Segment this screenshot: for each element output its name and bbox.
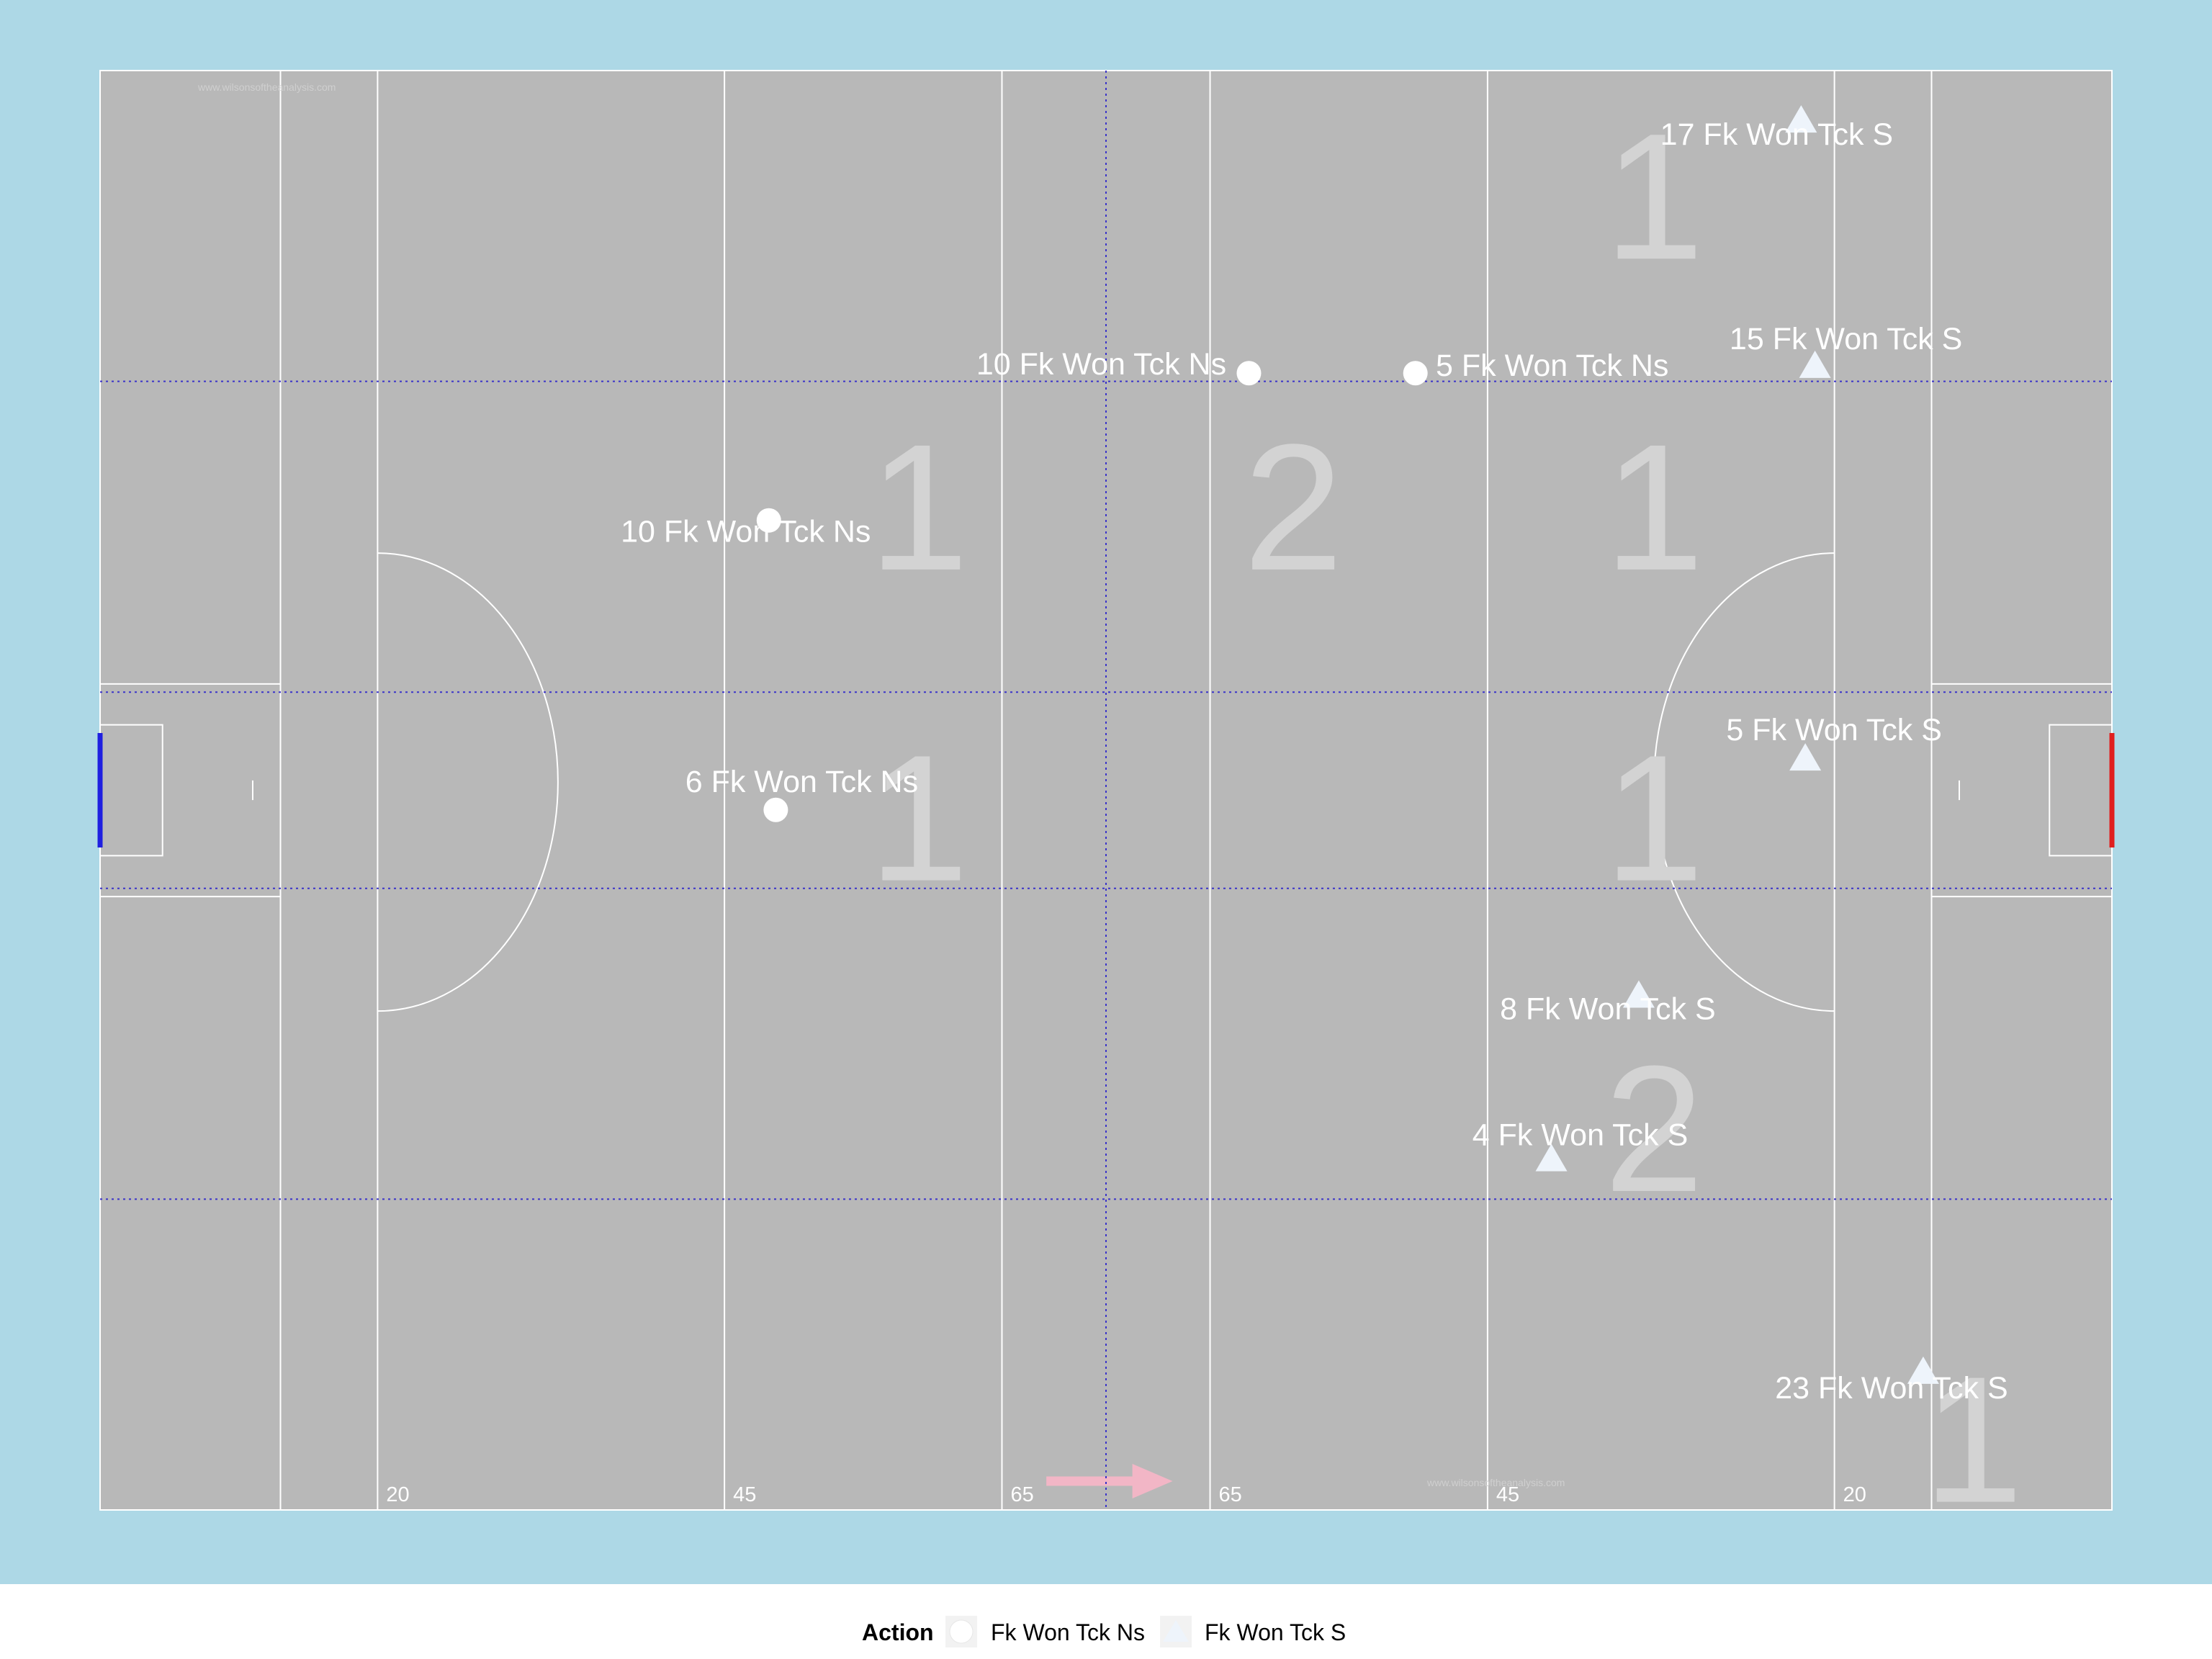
line-label-2: 65	[1010, 1483, 1033, 1506]
point-label-ns-0: 10 Fk Won Tck Ns	[621, 515, 871, 549]
zone-count-7: 1	[1923, 1339, 2023, 1540]
marker-s-2	[1789, 743, 1822, 771]
marker-s-1	[1799, 350, 1831, 378]
marker-ns-0	[756, 508, 781, 533]
marker-s-3	[1622, 980, 1655, 1008]
legend-background	[0, 1584, 2212, 1659]
legend: Action Fk Won Tck Ns Fk Won Tck S	[862, 1616, 1346, 1647]
pitch-line-labels: 20 45 65 65 45 20	[386, 1483, 1866, 1506]
semicircle-left	[377, 552, 558, 1012]
marker-ns-2	[1236, 361, 1262, 386]
semicircle-right	[1654, 552, 1835, 1012]
direction-arrow-head	[1132, 1464, 1173, 1498]
point-label-ns-1: 6 Fk Won Tck Ns	[685, 765, 918, 799]
legend-label-ns: Fk Won Tck Ns	[991, 1619, 1145, 1645]
point-label-ns-3: 5 Fk Won Tck Ns	[1436, 349, 1668, 383]
data-point-labels: 10 Fk Won Tck Ns 6 Fk Won Tck Ns 10 Fk Won…	[621, 117, 2008, 1406]
zone-count-labels: 1 2 1 1 1 1 2 1	[868, 96, 2023, 1539]
marker-ns-3	[1403, 361, 1428, 386]
line-label-3: 65	[1219, 1483, 1242, 1506]
point-label-s-2: 5 Fk Won Tck S	[1726, 713, 1942, 747]
legend-title: Action	[862, 1619, 934, 1645]
pitch-markings	[97, 71, 2115, 1510]
legend-key-s-marker	[1163, 1620, 1189, 1642]
legend-label-s: Fk Won Tck S	[1205, 1619, 1346, 1645]
legend-key-ns-marker	[949, 1619, 974, 1644]
marker-s-0	[1785, 105, 1817, 133]
point-label-s-0: 17 Fk Won Tck S	[1660, 117, 1893, 152]
zone-count-0: 1	[868, 407, 968, 608]
point-label-s-5: 23 Fk Won Tck S	[1775, 1371, 2008, 1406]
zone-count-5: 1	[1604, 717, 1704, 918]
point-label-s-3: 8 Fk Won Tck S	[1500, 992, 1716, 1026]
zone-count-2: 1	[1604, 407, 1704, 608]
zone-count-1: 2	[1244, 407, 1344, 608]
point-label-s-4: 4 Fk Won Tck S	[1473, 1118, 1689, 1153]
zone-divider-lines	[100, 71, 2112, 1510]
pitch-surface	[99, 70, 2113, 1511]
point-label-s-1: 15 Fk Won Tck S	[1730, 322, 1962, 356]
zone-count-4: 1	[868, 717, 968, 918]
line-label-0: 20	[386, 1483, 409, 1506]
marker-s-5	[1907, 1356, 1939, 1384]
marker-ns-1	[763, 797, 788, 822]
zone-count-3: 1	[1604, 96, 1704, 297]
watermark-top: www.wilsonsoftheanalysis.com	[197, 81, 336, 93]
watermark-bottom: www.wilsonsoftheanalysis.com	[1426, 1477, 1565, 1488]
point-label-ns-2: 10 Fk Won Tck Ns	[976, 347, 1226, 382]
marker-s-4	[1535, 1143, 1568, 1172]
line-label-4: 45	[1496, 1483, 1519, 1506]
line-label-1: 45	[733, 1483, 756, 1506]
data-points	[756, 105, 1939, 1384]
zone-count-6: 2	[1604, 1028, 1704, 1229]
line-label-5: 20	[1843, 1483, 1866, 1506]
